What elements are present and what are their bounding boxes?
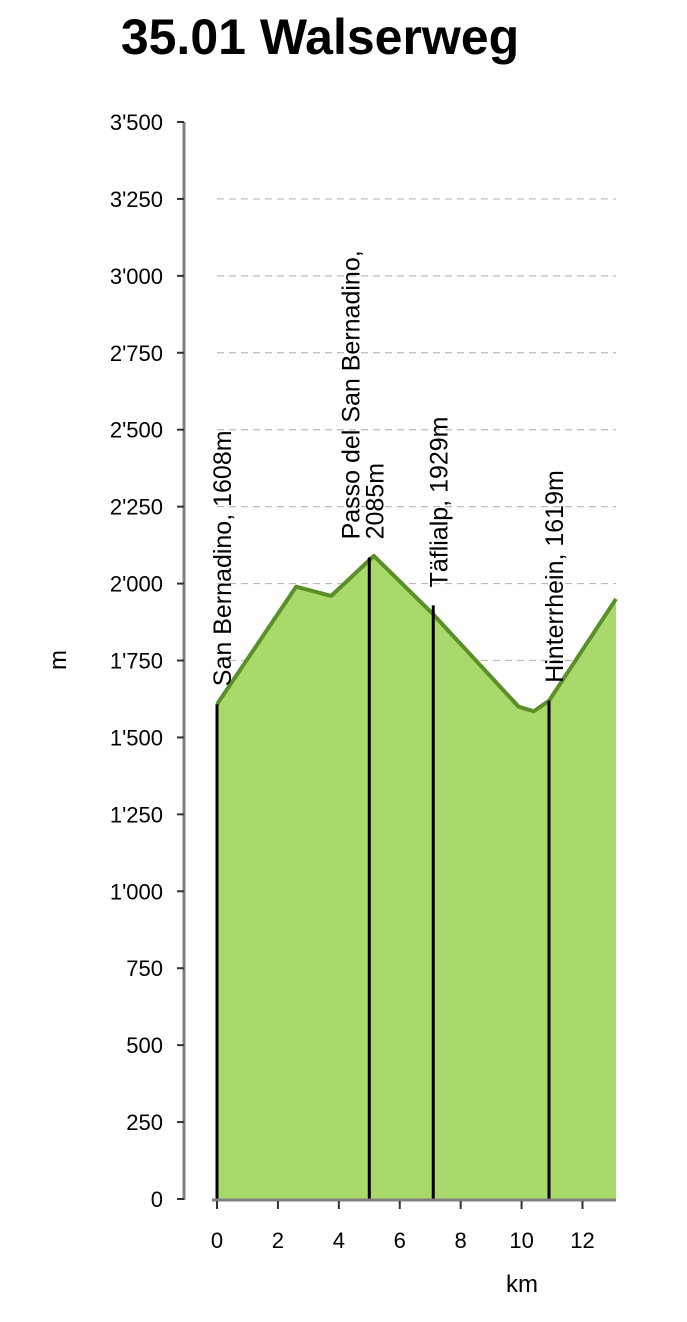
y-tick-label: 250 [126, 1110, 163, 1135]
waypoint-markers: San Bernadino, 1608m Passo del San Bernad… [209, 250, 569, 1199]
y-tick-label: 1'000 [110, 879, 163, 904]
chart-title: 35.01 Walserweg [120, 9, 520, 65]
x-tick-label: 6 [394, 1228, 406, 1253]
y-tick-label: 2'000 [110, 572, 163, 597]
x-tick-label: 12 [570, 1228, 594, 1253]
y-tick-label: 2'750 [110, 341, 163, 366]
waypoint-label-line: Täflialp, 1929m [425, 416, 453, 587]
y-tick-label: 1'750 [110, 649, 163, 674]
waypoint-label: Passo del San Bernadino,2085m [337, 250, 389, 539]
y-tick-label: 3'250 [110, 187, 163, 212]
waypoint-label-line: Hinterrhein, 1619m [541, 470, 569, 683]
y-tick-label: 1'500 [110, 725, 163, 750]
elevation-fill [217, 555, 616, 1199]
waypoint-label: San Bernadino, 1608m [209, 430, 237, 686]
y-tick-label: 750 [126, 956, 163, 981]
y-tick-label: 3'500 [110, 110, 163, 135]
axes [177, 121, 616, 1209]
waypoint-label-line: 2085m [361, 463, 389, 539]
y-tick-label: 2'250 [110, 495, 163, 520]
x-tick-label: 2 [272, 1228, 284, 1253]
x-tick-label: 0 [211, 1228, 223, 1253]
y-tick-label: 500 [126, 1033, 163, 1058]
y-tick-label: 3'000 [110, 264, 163, 289]
y-tick-label: 0 [151, 1187, 163, 1212]
x-tick-label: 4 [333, 1228, 345, 1253]
waypoint-label-line: San Bernadino, 1608m [209, 430, 237, 686]
y-axis-title: m [45, 650, 72, 670]
waypoint-label: Hinterrhein, 1619m [541, 470, 569, 683]
waypoint-label-line: Passo del San Bernadino, [337, 250, 365, 539]
y-tick-label: 2'500 [110, 418, 163, 443]
x-axis-title: km [506, 1271, 538, 1298]
waypoint-label: Täflialp, 1929m [425, 416, 453, 587]
x-tick-label: 8 [455, 1228, 467, 1253]
x-tick-label: 10 [509, 1228, 533, 1253]
y-tick-label: 1'250 [110, 802, 163, 827]
axis-labels: 0 250 500 750 1'000 1'250 1'500 1'750 2'000 2'250… [45, 110, 595, 1298]
